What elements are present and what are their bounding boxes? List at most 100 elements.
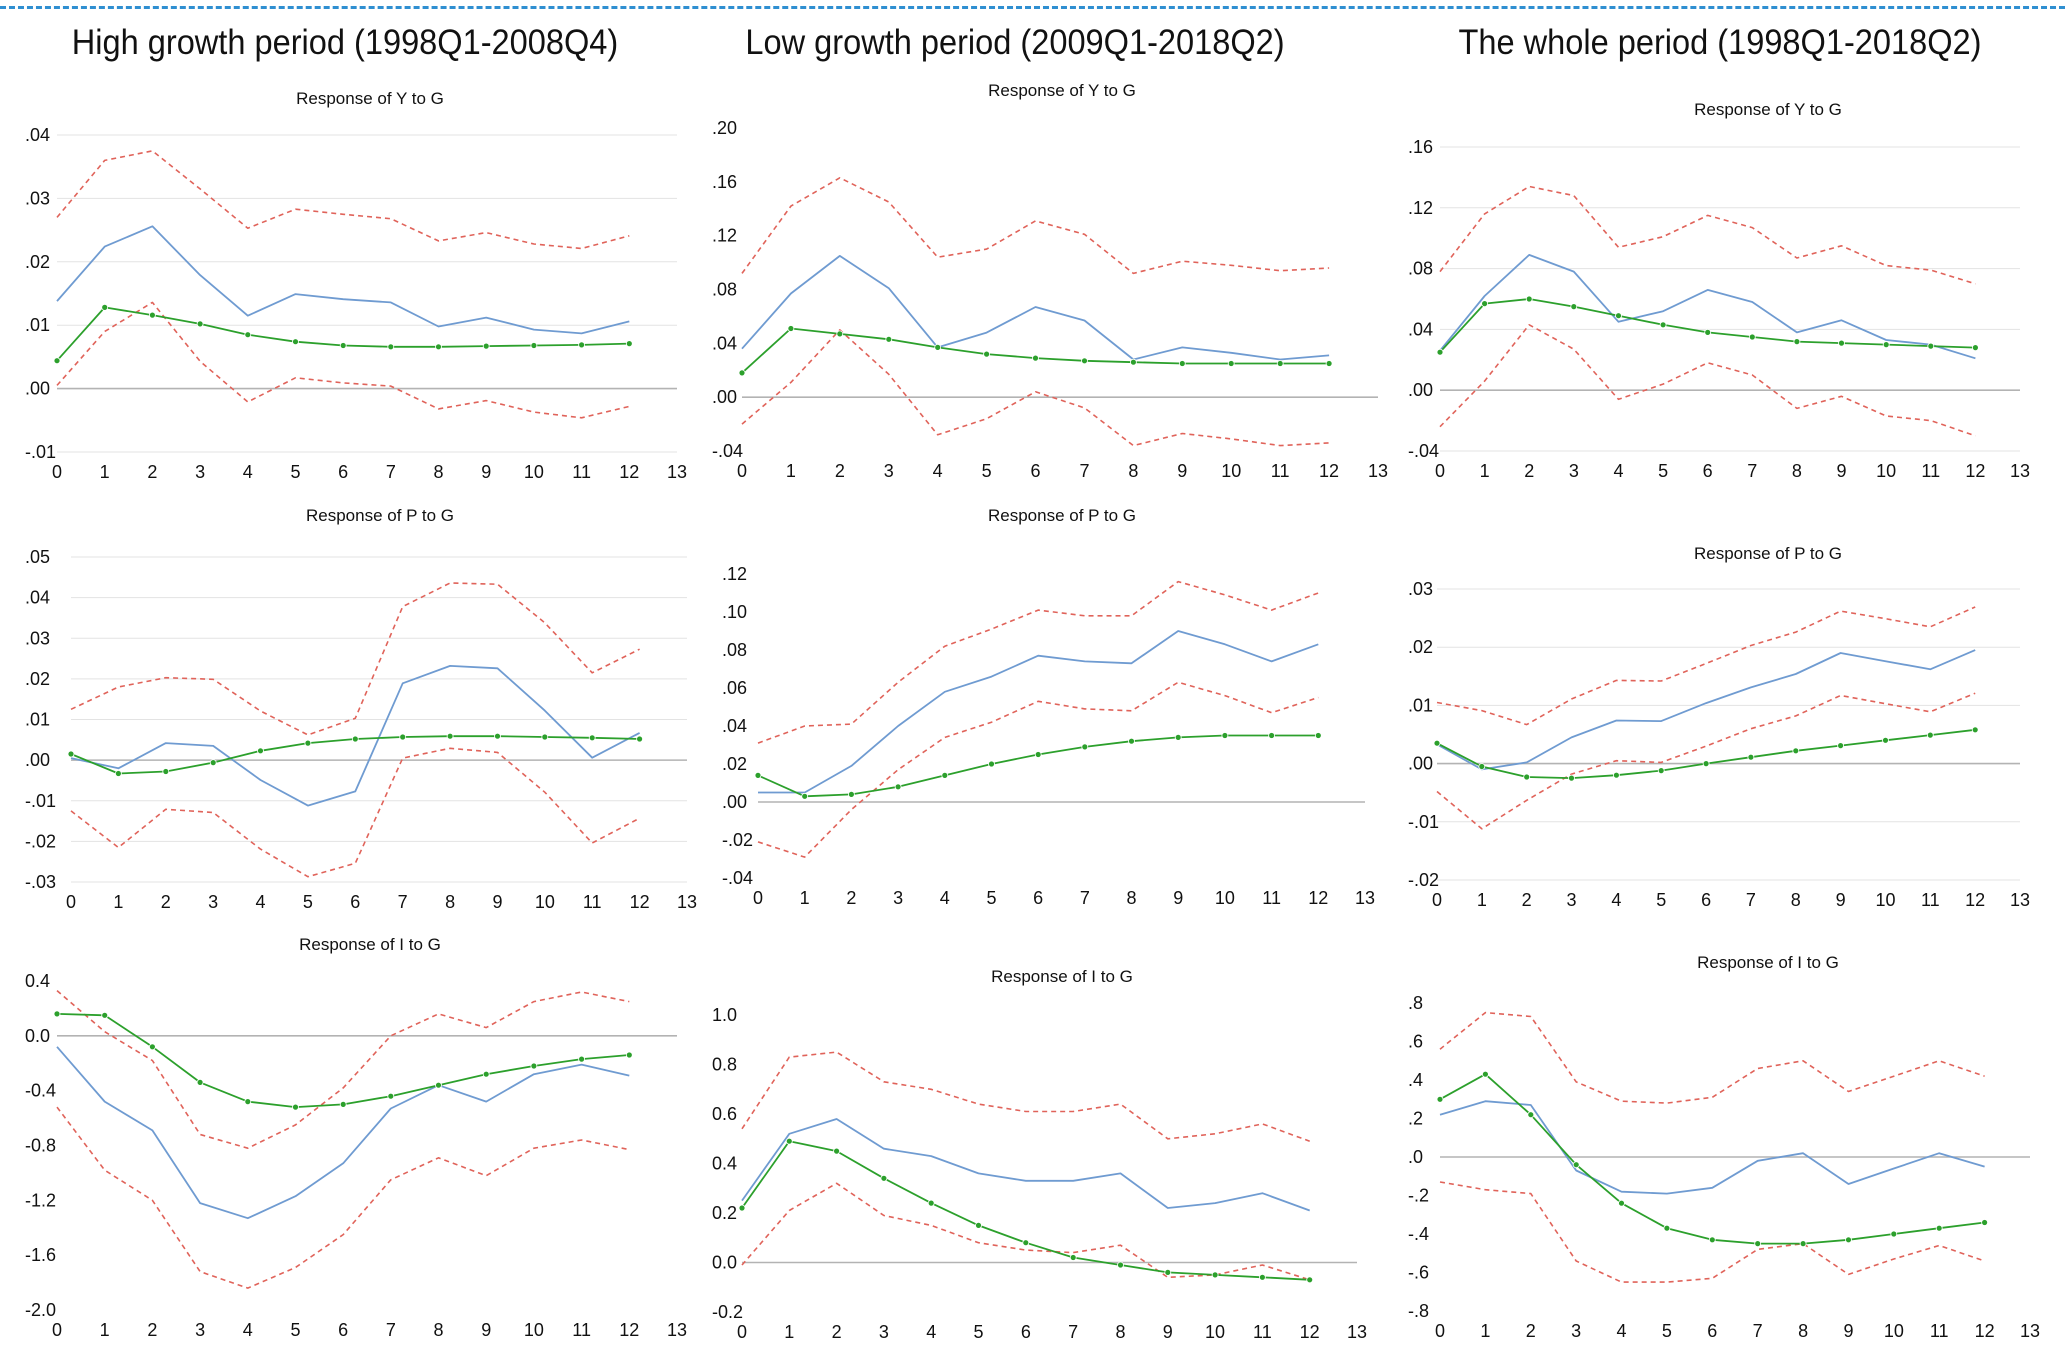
comparison-point bbox=[625, 340, 633, 348]
comparison-point bbox=[1657, 767, 1665, 774]
y-tick-label: .03 bbox=[1408, 579, 1433, 599]
y-tick-label: 0.4 bbox=[25, 971, 50, 991]
x-tick-label: 12 bbox=[1975, 1321, 1995, 1341]
comparison-point bbox=[115, 770, 122, 777]
comparison-point bbox=[836, 330, 844, 338]
comparison-series-line bbox=[56, 306, 630, 362]
comparison-point bbox=[1478, 763, 1486, 770]
comparison-point bbox=[387, 1092, 395, 1100]
chart-panel-2: Response of P to G .05 .04 .03 .02 .01 .00 -.01… bbox=[25, 506, 697, 912]
upper-series-line bbox=[741, 1051, 1310, 1142]
comparison-point bbox=[1572, 1161, 1580, 1169]
y-tick-label: .05 bbox=[25, 547, 50, 567]
comparison-point bbox=[1117, 1261, 1124, 1269]
x-tick-label: 13 bbox=[2010, 461, 2030, 481]
comparison-point bbox=[209, 759, 217, 766]
comparison-point bbox=[988, 760, 995, 768]
x-tick-label: 7 bbox=[1746, 890, 1756, 910]
y-tick-label: .03 bbox=[25, 628, 50, 648]
y-tick-label: .16 bbox=[712, 172, 737, 192]
x-tick-label: 2 bbox=[832, 1322, 842, 1342]
x-tick-label: 8 bbox=[1128, 461, 1138, 481]
comparison-point bbox=[1128, 737, 1135, 745]
y-tick-label: .00 bbox=[722, 792, 747, 812]
x-tick-label: 9 bbox=[1837, 461, 1847, 481]
comparison-point bbox=[1890, 1230, 1898, 1238]
column-title-high-growth: High growth period (1998Q1-2008Q4) bbox=[71, 23, 619, 62]
x-tick-label: 13 bbox=[667, 462, 687, 482]
lower-series-line bbox=[70, 747, 640, 878]
y-tick-label: .00 bbox=[25, 750, 50, 770]
y-tick-label: -2.0 bbox=[25, 1300, 56, 1320]
x-tick-label: 3 bbox=[893, 888, 903, 908]
comparison-point bbox=[738, 369, 746, 377]
comparison-point bbox=[1178, 360, 1186, 367]
chart-panel-1: Response of Y to G.04.03.02.01.00-.010 1 2… bbox=[25, 89, 687, 482]
comparison-point bbox=[975, 1222, 982, 1229]
y-tick-label: .2 bbox=[1408, 1109, 1423, 1129]
comparison-point bbox=[292, 1103, 299, 1111]
x-tick-label: 0 bbox=[66, 892, 76, 912]
comparison-point bbox=[1211, 1271, 1219, 1279]
x-tick-label: 3 bbox=[195, 1320, 205, 1340]
x-tick-label: 1 bbox=[1480, 1321, 1490, 1341]
comparison-point bbox=[934, 343, 942, 351]
comparison-point bbox=[399, 733, 407, 741]
comparison-point bbox=[754, 772, 762, 779]
comparison-point bbox=[1481, 300, 1488, 308]
lower-series-line bbox=[741, 1182, 1310, 1281]
comparison-point bbox=[1613, 771, 1620, 779]
x-tick-label: 13 bbox=[2020, 1321, 2040, 1341]
comparison-point bbox=[148, 311, 156, 319]
x-tick-label: 9 bbox=[481, 1320, 491, 1340]
upper-series-line bbox=[56, 989, 630, 1149]
x-tick-label: 0 bbox=[737, 461, 747, 481]
x-tick-label: 4 bbox=[1611, 890, 1621, 910]
upper-series-line bbox=[1439, 1011, 1985, 1104]
panel-title: Response of P to G bbox=[306, 506, 454, 525]
estimate-series-line bbox=[758, 630, 1319, 794]
comparison-series-line bbox=[741, 327, 1330, 374]
chart-panel-3: Response of I to G 0.4 0.0 -0.4 -0.8 -1.2 -1.6… bbox=[25, 935, 687, 1340]
estimate-series-line bbox=[1436, 649, 1976, 771]
y-tick-label: -1.6 bbox=[25, 1245, 56, 1265]
comparison-point bbox=[833, 1147, 840, 1155]
comparison-point bbox=[162, 768, 170, 775]
x-tick-label: 9 bbox=[492, 892, 502, 912]
y-tick-label: .00 bbox=[712, 387, 737, 407]
comparison-point bbox=[1838, 339, 1845, 347]
x-tick-label: 12 bbox=[1308, 888, 1328, 908]
comparison-point bbox=[1325, 360, 1333, 367]
x-tick-label: 11 bbox=[1262, 888, 1281, 908]
column-title-whole-period: The whole period (1998Q1-2018Q2) bbox=[1458, 23, 1982, 62]
panel-title: Response of I to G bbox=[991, 967, 1133, 986]
lower-series-line bbox=[1436, 692, 1976, 830]
comparison-point bbox=[1268, 732, 1275, 739]
x-tick-label: 6 bbox=[1703, 461, 1713, 481]
comparison-point bbox=[482, 342, 490, 350]
x-tick-label: 5 bbox=[303, 892, 313, 912]
y-tick-label: -.02 bbox=[25, 831, 56, 851]
x-tick-label: 3 bbox=[884, 461, 894, 481]
x-tick-label: 8 bbox=[434, 1320, 444, 1340]
x-tick-label: 2 bbox=[1526, 1321, 1536, 1341]
x-tick-label: 13 bbox=[2010, 890, 2030, 910]
x-tick-label: 6 bbox=[1033, 888, 1043, 908]
comparison-point bbox=[446, 732, 454, 740]
y-tick-label: .20 bbox=[712, 118, 737, 138]
comparison-point bbox=[1306, 1276, 1314, 1284]
x-tick-label: 5 bbox=[290, 462, 300, 482]
x-tick-label: 9 bbox=[1163, 1322, 1173, 1342]
x-tick-label: 6 bbox=[1707, 1321, 1717, 1341]
x-tick-label: 3 bbox=[879, 1322, 889, 1342]
x-tick-label: 11 bbox=[1930, 1321, 1949, 1341]
estimate-series-line bbox=[56, 1046, 630, 1220]
comparison-point bbox=[894, 783, 902, 791]
panel-title: Response of I to G bbox=[1697, 953, 1839, 972]
comparison-point bbox=[1972, 344, 1979, 352]
estimate-series-line bbox=[741, 254, 1330, 361]
x-tick-label: 0 bbox=[1432, 890, 1442, 910]
comparison-point bbox=[292, 338, 299, 346]
x-tick-label: 4 bbox=[1617, 1321, 1627, 1341]
comparison-point bbox=[530, 342, 538, 349]
